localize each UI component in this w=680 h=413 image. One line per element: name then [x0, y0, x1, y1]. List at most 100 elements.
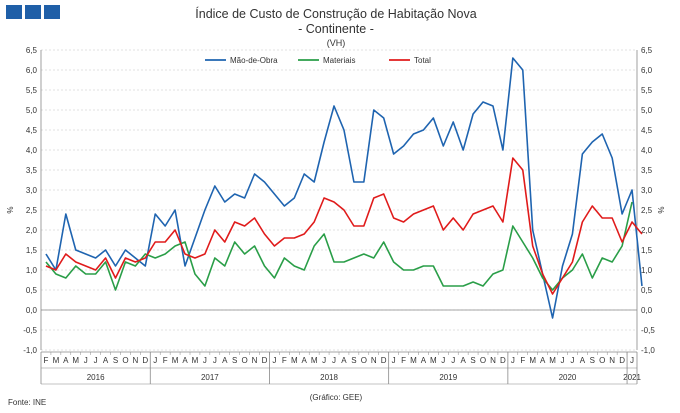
y-tick-label-right: 3,5: [641, 166, 653, 175]
x-tick-month: A: [103, 356, 109, 365]
x-tick-month: S: [351, 356, 356, 365]
x-tick-month: M: [410, 356, 417, 365]
x-tick-month: J: [570, 356, 574, 365]
y-tick-label-left: 0,5: [26, 286, 38, 295]
x-tick-year: 2017: [201, 373, 219, 382]
x-tick-month: D: [619, 356, 625, 365]
x-tick-month: A: [580, 356, 586, 365]
x-tick-month: A: [182, 356, 188, 365]
x-tick-month: M: [192, 356, 199, 365]
x-tick-month: D: [381, 356, 387, 365]
x-tick-month: S: [113, 356, 118, 365]
y-tick-label-right: 4,5: [641, 126, 653, 135]
y-tick-label-right: 4,0: [641, 146, 653, 155]
x-tick-month: J: [84, 356, 88, 365]
x-tick-month: D: [500, 356, 506, 365]
x-tick-month: J: [441, 356, 445, 365]
y-tick-label-left: 2,5: [26, 206, 38, 215]
x-tick-month: J: [332, 356, 336, 365]
y-axis-label-left: %: [6, 206, 15, 213]
chart-title: Índice de Custo de Construção de Habitaç…: [195, 6, 476, 21]
x-tick-year: 2016: [87, 373, 105, 382]
legend-label-1: Mão-de-Obra: [230, 56, 278, 65]
x-tick-year: 2020: [559, 373, 577, 382]
y-tick-label-left: 2,0: [26, 226, 38, 235]
y-tick-label-left: 5,0: [26, 106, 38, 115]
logo-square-3: [44, 5, 60, 19]
x-tick-year: 2018: [320, 373, 338, 382]
x-tick-month: M: [291, 356, 298, 365]
y-axis-label-right: %: [657, 206, 666, 213]
grid: [40, 49, 638, 351]
y-tick-label-left: 6,0: [26, 66, 38, 75]
y-tick-label-right: 0,5: [641, 286, 653, 295]
x-tick-month: O: [122, 356, 128, 365]
logo-square-1: [6, 5, 22, 19]
x-tick-month: M: [53, 356, 60, 365]
x-tick-month: J: [203, 356, 207, 365]
x-tick-month: N: [490, 356, 496, 365]
x-tick-month: J: [511, 356, 515, 365]
y-tick-label-left: 1,5: [26, 246, 38, 255]
x-tick-month: S: [232, 356, 237, 365]
series-line-2: [45, 201, 633, 291]
y-tick-label-left: 6,5: [26, 46, 38, 55]
x-tick-month: A: [302, 356, 308, 365]
legend: Mão-de-Obra Materiais Total: [205, 56, 431, 65]
y-tick-label-left: 4,5: [26, 126, 38, 135]
x-tick-month: J: [272, 356, 276, 365]
y-tick-label-right: 5,0: [641, 106, 653, 115]
y-tick-label-right: 1,0: [641, 266, 653, 275]
x-tick-month: O: [599, 356, 605, 365]
x-tick-month: N: [132, 356, 138, 365]
x-tick-month: F: [401, 356, 406, 365]
legend-label-3: Total: [414, 56, 431, 65]
x-tick-month: M: [430, 356, 437, 365]
x-tick-month: O: [361, 356, 367, 365]
series-line-1: [45, 57, 643, 319]
x-tick-month: J: [322, 356, 326, 365]
unit-note: (VH): [327, 38, 346, 48]
x-tick-year: 2021: [623, 373, 641, 382]
x-tick-month: J: [94, 356, 98, 365]
y-tick-label-right: 2,0: [641, 226, 653, 235]
y-tick-label-right: 5,5: [641, 86, 653, 95]
y-tick-label-left: -0,5: [23, 326, 37, 335]
x-tick-month: N: [371, 356, 377, 365]
y-tick-label-left: -1,0: [23, 346, 37, 355]
y-tick-label-left: 0,0: [26, 306, 38, 315]
chart-subtitle: - Continente -: [298, 22, 374, 36]
x-tick-month: O: [480, 356, 486, 365]
credit-note: (Gráfico: GEE): [310, 393, 363, 402]
x-tick-month: A: [341, 356, 347, 365]
x-tick-month: S: [470, 356, 475, 365]
x-tick-year: 2019: [439, 373, 457, 382]
x-tick-month: M: [529, 356, 536, 365]
x-tick-month: J: [451, 356, 455, 365]
header-logo: [6, 5, 60, 19]
x-tick-month: D: [142, 356, 148, 365]
y-tick-label-right: 2,5: [641, 206, 653, 215]
x-tick-month: J: [561, 356, 565, 365]
y-ticks: 6,5 6,5 6,0 6,0 5,5 5,5 5,0 5,0 4,5 4,5 4,0 4,0 3,5 3…: [23, 46, 655, 355]
x-tick-month: A: [222, 356, 228, 365]
x-tick-month: F: [282, 356, 287, 365]
series-line-3: [45, 157, 643, 295]
y-tick-label-left: 4,0: [26, 146, 38, 155]
x-tick-month: O: [242, 356, 248, 365]
x-tick-month: S: [590, 356, 595, 365]
x-tick-month: M: [549, 356, 556, 365]
y-tick-label-right: 1,5: [641, 246, 653, 255]
x-tick-month: M: [72, 356, 79, 365]
x-tick-month: N: [609, 356, 615, 365]
y-tick-label-right: 6,0: [641, 66, 653, 75]
series-lines: [45, 57, 643, 319]
x-tick-month: F: [44, 356, 49, 365]
y-tick-label-right: 0,0: [641, 306, 653, 315]
logo-square-2: [25, 5, 41, 19]
x-tick-month: J: [153, 356, 157, 365]
x-tick-month: N: [252, 356, 258, 365]
x-tick-month: A: [421, 356, 427, 365]
